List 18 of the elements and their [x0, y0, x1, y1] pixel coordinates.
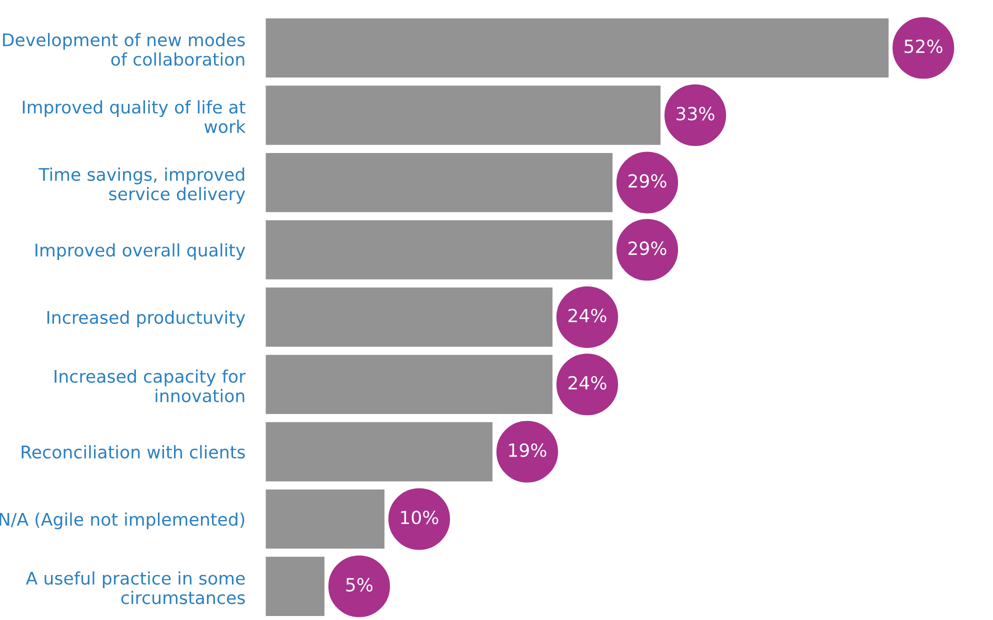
- y-tick-label: N/A (Agile not implemented): [0, 512, 244, 530]
- data-label: 5%: [346, 578, 372, 592]
- y-tick-label: Increased productuvity: [47, 310, 246, 328]
- data-label: 52%: [904, 40, 942, 54]
- y-tick-label: Time savings, improved service delivery: [38, 168, 246, 204]
- data-label: 10%: [401, 510, 438, 524]
- data-label: 29%: [628, 241, 666, 256]
- data-label: 29%: [628, 174, 666, 188]
- y-tick-label: Improved overall quality: [36, 243, 246, 260]
- y-tick-label: A useful practice in some circumstances: [26, 571, 245, 604]
- data-label: 19%: [509, 443, 546, 457]
- y-tick-label: Increased capacity for innovation: [54, 369, 246, 402]
- y-tick-label: Improved quality of life at work: [22, 100, 246, 134]
- data-label: 24%: [568, 376, 606, 390]
- data-label: 33%: [676, 106, 714, 120]
- data-label: 24%: [568, 308, 606, 322]
- y-tick-label: Reconciliation with clients: [22, 445, 245, 459]
- y-tick-label: Development of new modes of collaboration: [3, 32, 245, 66]
